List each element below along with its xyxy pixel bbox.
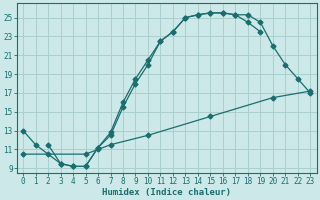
X-axis label: Humidex (Indice chaleur): Humidex (Indice chaleur) bbox=[102, 188, 231, 197]
